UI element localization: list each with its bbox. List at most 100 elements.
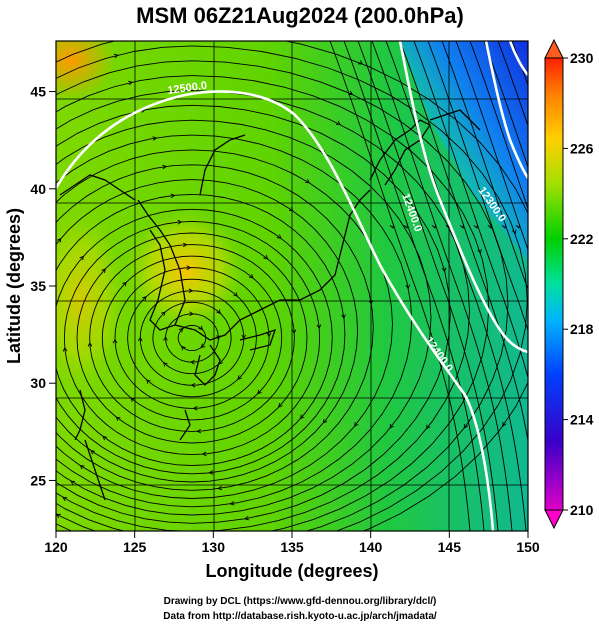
wind-arrowhead xyxy=(52,532,56,535)
x-tick-label: 150 xyxy=(516,539,540,555)
streamline xyxy=(56,104,451,524)
wind-arrowhead xyxy=(216,309,221,315)
wind-arrowhead xyxy=(354,422,359,427)
y-axis: 25 30 35 40 45 xyxy=(30,84,56,488)
wind-arrowhead xyxy=(237,375,242,380)
wind-arrowhead xyxy=(192,405,198,411)
streamline xyxy=(56,193,346,475)
wind-arrowhead xyxy=(288,207,294,212)
streamline xyxy=(56,90,470,531)
y-tick-label: 40 xyxy=(30,181,46,197)
wind-arrowhead xyxy=(102,435,108,441)
wind-arrowhead xyxy=(178,327,184,333)
streamline xyxy=(56,41,528,531)
wind-arrowhead xyxy=(170,193,176,199)
streamline xyxy=(89,244,295,432)
colorbar-tick-label: 226 xyxy=(570,140,594,156)
wind-arrowhead xyxy=(137,336,143,342)
colorbar: 210 214 218 222 226 230 xyxy=(544,38,594,530)
streamline xyxy=(114,267,270,409)
streamline xyxy=(177,324,207,352)
streamline xyxy=(56,149,393,499)
wind-arrowhead xyxy=(316,324,322,330)
streamline xyxy=(56,60,509,531)
wind-arrowhead xyxy=(101,268,106,274)
x-axis-label: Longitude (degrees) xyxy=(205,561,378,581)
wind-arrowhead xyxy=(79,255,84,261)
wind-arrowhead xyxy=(208,470,214,475)
wind-arrowhead xyxy=(152,136,158,141)
wind-arrowhead xyxy=(70,480,76,486)
wind-arrowhead xyxy=(188,288,194,294)
wind-arrowhead xyxy=(477,248,482,254)
x-tick-label: 135 xyxy=(280,539,304,555)
wind-arrowhead xyxy=(56,513,61,519)
wind-arrowhead xyxy=(182,242,188,248)
wind-arrowhead xyxy=(463,423,469,429)
y-tick-label: 45 xyxy=(30,84,46,100)
streamline xyxy=(56,164,374,491)
streamline xyxy=(56,119,432,516)
wind-arrowhead xyxy=(405,284,411,290)
wind-arrowhead xyxy=(417,223,423,229)
streamline-jet xyxy=(497,41,528,127)
wind-arrowhead xyxy=(112,338,118,344)
wind-arrowhead xyxy=(389,423,394,429)
wind-arrowhead xyxy=(39,350,43,354)
wind-arrowhead xyxy=(142,296,147,301)
wind-arrowhead xyxy=(90,450,96,455)
wind-arrowhead xyxy=(217,485,223,491)
wind-arrowhead xyxy=(403,223,409,229)
streamline-jet xyxy=(483,41,528,169)
wind-arrowhead xyxy=(186,265,192,271)
wind-arrowhead xyxy=(431,223,437,229)
wind-arrowhead xyxy=(473,223,479,229)
wind-arrowhead xyxy=(177,219,183,225)
wind-arrowhead xyxy=(190,382,196,388)
streamline xyxy=(56,75,490,531)
wind-arrowhead xyxy=(115,416,121,422)
wind-arrowhead xyxy=(79,465,85,470)
coastlines xyxy=(59,109,481,501)
wind-arrowhead xyxy=(263,254,269,260)
streamline xyxy=(56,134,413,508)
wind-arrowhead xyxy=(130,397,136,403)
wind-arrowhead xyxy=(515,223,521,229)
wind-arrowhead xyxy=(233,292,238,297)
streamline-jet xyxy=(455,41,528,252)
wind-arrowhead xyxy=(266,332,272,338)
streamline-jet xyxy=(329,41,471,531)
streamline-jet xyxy=(343,41,485,531)
wind-arrowhead xyxy=(163,336,168,341)
warm-region-west xyxy=(56,210,125,390)
credit-line-1: Drawing by DCL (https://www.gfd-dennou.o… xyxy=(164,596,437,607)
streamline-jet xyxy=(427,41,528,332)
wind-arrowhead xyxy=(229,501,235,506)
streamline xyxy=(56,179,359,483)
wind-arrowhead xyxy=(257,389,262,395)
wind-arrowhead xyxy=(572,224,576,228)
wind-arrowhead xyxy=(200,343,206,349)
wind-arrowhead xyxy=(181,345,186,351)
wind-arrowhead xyxy=(441,267,447,273)
wind-arrowhead xyxy=(501,223,507,229)
y-axis-label: Latitude (degrees) xyxy=(4,208,24,364)
warm-region-korea xyxy=(125,210,245,330)
wind-arrowhead xyxy=(56,237,62,243)
x-tick-label: 125 xyxy=(123,539,147,555)
wind-arrowhead xyxy=(34,222,38,226)
streamline-jet xyxy=(371,41,513,531)
streamline xyxy=(127,278,257,398)
x-tick-label: 120 xyxy=(44,539,68,555)
wind-arrowhead xyxy=(122,281,127,287)
wind-arrowhead xyxy=(389,223,395,229)
colorbar-min-arrow xyxy=(544,509,564,530)
y-tick-label: 35 xyxy=(30,278,46,294)
cold-region-northeast xyxy=(400,41,528,260)
y-tick-label: 25 xyxy=(30,472,46,488)
streamline xyxy=(152,301,232,375)
wind-arrowhead xyxy=(502,422,507,427)
colorbar-gradient xyxy=(544,57,564,511)
wind-arrowhead xyxy=(512,229,517,235)
wind-arrowhead xyxy=(300,414,305,420)
